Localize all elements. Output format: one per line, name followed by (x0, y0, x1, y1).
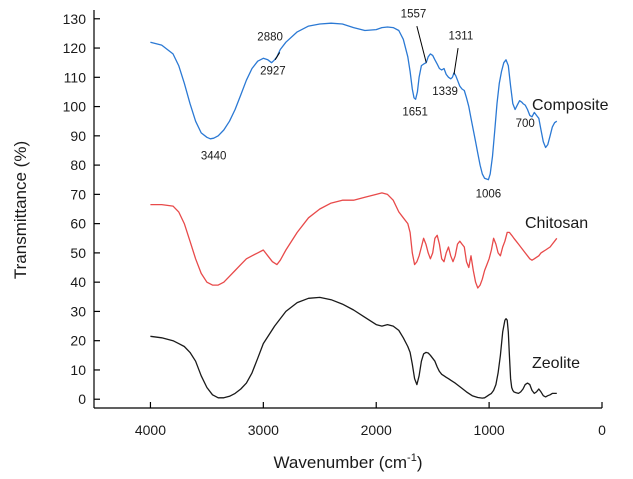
y-ticks: 0 10 20 30 40 50 60 70 80 90 100 110 120 130 (63, 11, 100, 407)
x-tick-label: 3000 (248, 422, 279, 438)
x-tick-label: 4000 (135, 422, 166, 438)
y-tick-label: 90 (70, 128, 86, 144)
y-tick-label: 30 (70, 303, 86, 319)
series-label-zeolite: Zeolite (532, 355, 580, 372)
series-label-composite: Composite (532, 97, 609, 114)
y-axis-title: Transmittance (%) (11, 141, 30, 279)
x-axis-title-tail: ) (417, 453, 423, 472)
y-tick-label: 50 (70, 245, 86, 261)
y-tick-label: 80 (70, 157, 86, 173)
annotation-leader (274, 52, 281, 61)
peak-annotation: 2880 (257, 32, 283, 44)
y-tick-label: 120 (63, 40, 87, 56)
series-line-chitosan (150, 192, 558, 289)
series-labels: Composite Chitosan Zeolite (525, 97, 609, 372)
peak-annotation: 1311 (449, 30, 474, 42)
annotation-leaders (274, 25, 459, 75)
series-label-chitosan: Chitosan (525, 215, 588, 232)
series-line-composite (150, 22, 558, 181)
y-tick-label: 40 (70, 274, 86, 290)
peak-annotation: 1339 (432, 86, 458, 98)
x-tick-label: 1000 (474, 422, 505, 438)
y-tick-label: 100 (63, 99, 87, 115)
y-tick-label: 70 (70, 186, 86, 202)
x-axis-title: Wavenumber (cm-1) (274, 452, 423, 472)
y-tick-label: 110 (64, 69, 87, 85)
annotation-leader (416, 25, 427, 63)
x-tick-label: 2000 (361, 422, 392, 438)
y-tick-label: 130 (63, 11, 87, 27)
y-tick-label: 0 (78, 391, 86, 407)
y-tick-label: 20 (70, 333, 86, 349)
annotation-leader (453, 47, 459, 75)
y-tick-label: 60 (70, 216, 86, 232)
y-tick-label: 10 (70, 362, 86, 378)
peak-annotation: 3440 (201, 150, 227, 162)
x-axis-title-main: Wavenumber (cm (274, 453, 408, 472)
axes (93, 10, 602, 409)
x-axis-title-sup: -1 (407, 452, 417, 464)
peak-annotations: 3440 2880 2927 1557 1651 1339 1311 1006 700 (201, 8, 535, 200)
peak-annotation: 1006 (476, 188, 502, 200)
peak-annotation: 1557 (401, 8, 427, 20)
peak-annotation: 2927 (260, 65, 286, 77)
x-tick-label: 0 (598, 422, 606, 438)
peak-annotation: 700 (516, 118, 535, 130)
x-ticks: 4000 3000 2000 1000 0 (135, 402, 606, 438)
peak-annotation: 1651 (402, 106, 428, 118)
series-line-zeolite (150, 296, 557, 399)
series-layer (150, 22, 558, 399)
